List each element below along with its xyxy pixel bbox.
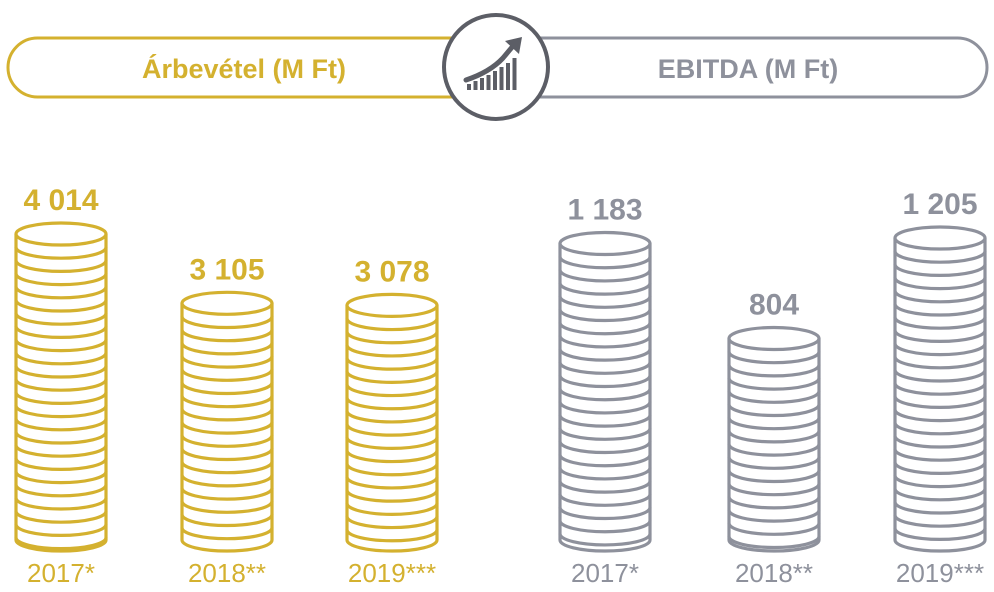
year-label: 2018** [188,558,266,588]
growth-chart-icon [442,13,550,121]
year-label: 2019*** [896,558,984,588]
value-label: 804 [749,288,799,321]
ebitda-title: EBITDA (M Ft) [658,54,838,84]
coin-stack-bar [14,221,108,553]
year-label: 2018** [735,558,813,588]
year-label: 2017* [571,558,639,588]
coin-stack-bar [180,290,274,553]
value-label: 1 205 [902,188,977,221]
year-label: 2017* [27,558,95,588]
coin-stack-bar [893,225,987,553]
coin-stack-bar [558,230,652,553]
year-label: 2019*** [348,558,436,588]
value-label: 1 183 [567,194,642,227]
value-label: 3 078 [354,255,429,288]
coin-stack-bar [727,325,821,553]
value-label: 3 105 [189,253,264,286]
ebitda-chart: 1 183 2017* 804 2018** 1 205 2019*** [558,188,987,588]
revenue-chart: 4 014 2017* 3 105 2018** 3 078 2019*** [14,184,439,588]
coin-stack-bar [345,292,439,553]
header: Árbevétel (M Ft) EBITDA (M Ft) [6,13,989,121]
value-label: 4 014 [23,184,98,217]
revenue-title: Árbevétel (M Ft) [142,53,346,84]
